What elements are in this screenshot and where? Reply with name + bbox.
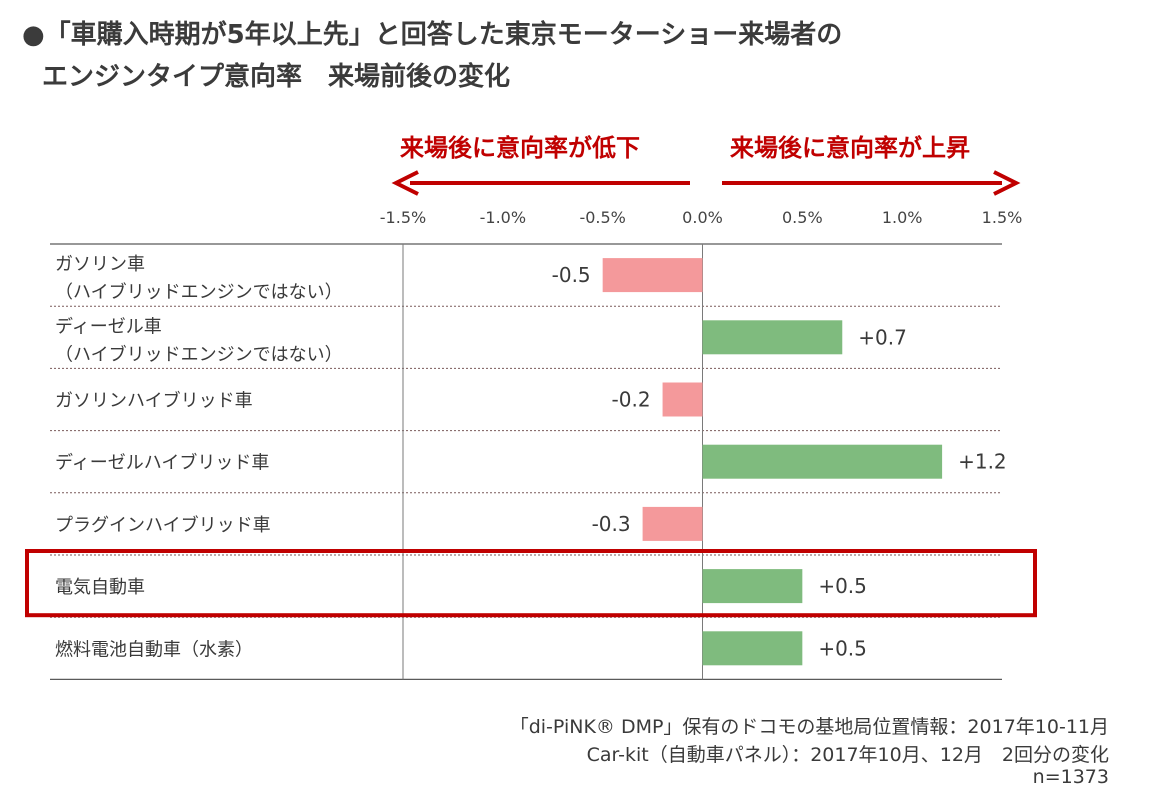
value-label: +0.5 (818, 574, 867, 598)
x-tick-label: 0.0% (682, 208, 723, 227)
bar (602, 258, 703, 293)
sample-size-note: n=1373 (1032, 766, 1109, 788)
category-label: 燃料電池自動車（水素） (55, 639, 253, 660)
value-labels: -0.5 +0.7 -0.2 +1.2 -0.3 +0.5 +0.5 (552, 263, 1007, 660)
page-title-line-2: エンジンタイプ意向率 来場前後の変化 (42, 62, 511, 92)
x-tick-label: 0.5% (782, 208, 823, 227)
bar (642, 506, 703, 541)
bars-group (602, 258, 943, 666)
value-label: +0.5 (818, 636, 867, 660)
value-label: -0.2 (612, 388, 651, 412)
decrease-direction-label: 来場後に意向率が低下 (400, 134, 640, 162)
increase-direction-label: 来場後に意向率が上昇 (730, 134, 970, 162)
bar (702, 444, 943, 479)
source-note-1: 「di-PiNK® DMP」保有のドコモの基地局位置情報：2017年10-11月 (509, 716, 1109, 738)
x-tick-label: -0.5% (579, 208, 625, 227)
x-tick-label: 1.0% (882, 208, 923, 227)
category-label: ディーゼルハイブリッド車 (55, 452, 269, 474)
x-axis-ticks: -1.5% -1.0% -0.5% 0.0% 0.5% 1.0% 1.5% (380, 208, 1023, 227)
category-label: ガソリンハイブリッド車 (55, 390, 253, 412)
value-label: +0.7 (858, 325, 907, 349)
category-label: ディーゼル車 (55, 316, 162, 337)
bar (702, 631, 803, 666)
source-note-2: Car-kit（自動車パネル）：2017年10月、12月 2回分の変化 (586, 744, 1109, 766)
value-label: +1.2 (958, 450, 1007, 474)
x-tick-label: 1.5% (982, 208, 1023, 227)
page-title-line-1: ●「車購入時期が5年以上先」と回答した東京モーターショー来場者の (22, 20, 843, 50)
bar (702, 569, 803, 604)
increase-arrow (722, 170, 1021, 196)
x-tick-label: -1.5% (380, 208, 426, 227)
bar (662, 382, 703, 417)
value-label: -0.5 (552, 263, 591, 287)
value-label: -0.3 (592, 512, 631, 536)
category-label-sub: （ハイブリッドエンジンではない） (55, 343, 343, 365)
decrease-arrow (391, 170, 690, 196)
highlight-frame (25, 549, 1037, 618)
x-tick-label: -1.0% (480, 208, 526, 227)
category-label: 電気自動車 (55, 577, 145, 598)
category-labels: ガソリン車 （ハイブリッドエンジンではない） ディーゼル車 （ハイブリッドエンジンでは… (55, 254, 343, 660)
category-label: プラグインハイブリッド車 (55, 514, 271, 536)
category-label-sub: （ハイブリッドエンジンではない） (55, 281, 343, 303)
bar (702, 320, 843, 355)
category-label: ガソリン車 (55, 254, 145, 275)
